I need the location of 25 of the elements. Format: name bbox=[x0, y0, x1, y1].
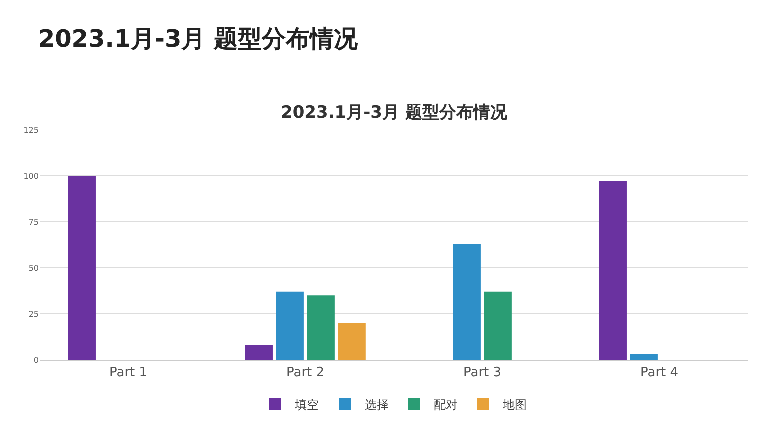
x-tick-label: Part 4 bbox=[640, 366, 679, 381]
legend-label: 配对 bbox=[434, 398, 458, 412]
bar bbox=[484, 292, 512, 360]
bar bbox=[599, 182, 627, 360]
y-tick-label: 125 bbox=[24, 126, 39, 135]
legend-label: 选择 bbox=[365, 398, 389, 412]
y-tick-label: 50 bbox=[28, 264, 39, 273]
y-tick-label: 25 bbox=[28, 310, 39, 319]
chart-subtitle: 2023.1月-3月 题型分布情况 bbox=[281, 103, 508, 123]
y-tick-label: 0 bbox=[34, 356, 39, 365]
bar bbox=[276, 292, 304, 360]
legend-label: 地图 bbox=[502, 398, 527, 412]
bar bbox=[453, 244, 481, 360]
bar bbox=[245, 345, 273, 360]
bar bbox=[630, 354, 658, 360]
bar bbox=[68, 176, 96, 360]
bar bbox=[338, 323, 366, 360]
y-tick-label: 100 bbox=[24, 172, 39, 181]
legend-label: 填空 bbox=[294, 398, 319, 412]
x-tick-label: Part 1 bbox=[109, 366, 148, 381]
chart-title: 2023.1月-3月 题型分布情况 bbox=[38, 24, 360, 53]
bar bbox=[307, 296, 335, 360]
x-tick-label: Part 3 bbox=[463, 366, 502, 381]
x-tick-label: Part 2 bbox=[286, 366, 325, 381]
y-tick-label: 75 bbox=[28, 218, 39, 227]
